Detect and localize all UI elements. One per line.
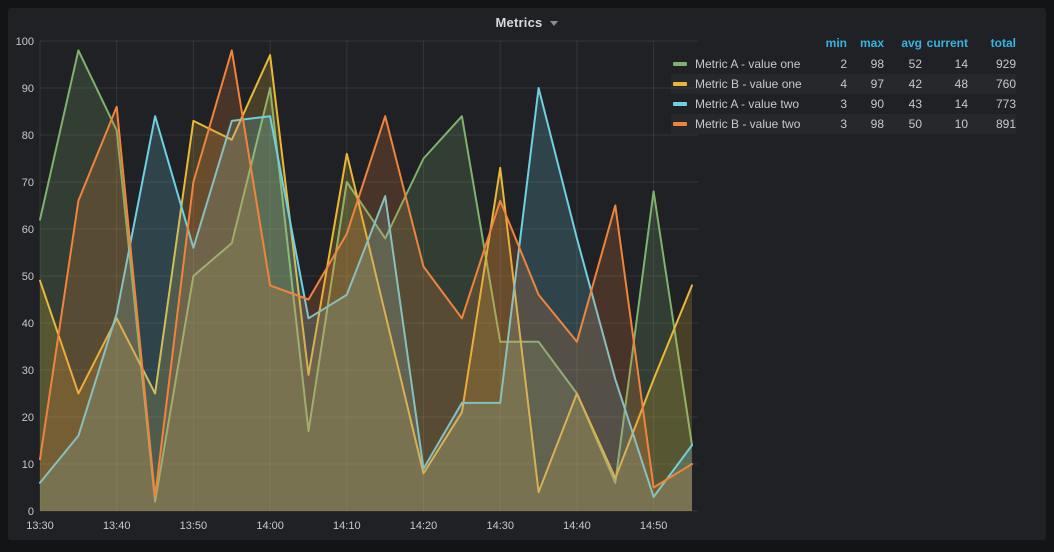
y-axis-tick-label: 50 (22, 271, 34, 283)
chevron-down-icon[interactable] (550, 21, 559, 26)
y-axis-tick-label: 30 (22, 365, 34, 377)
y-axis-tick-label: 10 (22, 459, 34, 471)
legend-table: min max avg current total Metric A - value o… (671, 34, 1016, 134)
legend-value-current: 14 (954, 57, 968, 71)
legend-value-min: 3 (840, 117, 847, 131)
series-line (39, 87, 693, 498)
legend-series-label[interactable]: Metric B - value two (671, 114, 813, 134)
legend-value-current: 48 (954, 77, 968, 91)
panel-header[interactable]: Metrics (8, 8, 1046, 36)
series-fill (40, 55, 692, 511)
legend-value-current: 14 (954, 97, 968, 111)
legend-series-label[interactable]: Metric A - value one (671, 54, 813, 74)
series-color-icon (673, 121, 687, 126)
y-axis-tick-label: 60 (22, 224, 34, 236)
legend-value-max: 98 (870, 117, 884, 131)
legend-row: Metric A - value two 3 90 43 14 773 (671, 94, 1016, 114)
legend-value-avg: 52 (908, 57, 922, 71)
legend-row: Metric B - value two 3 98 50 10 891 (671, 114, 1016, 134)
series-line (39, 49, 693, 498)
legend-row: Metric A - value one 2 98 52 14 929 (671, 54, 1016, 74)
legend-series-label[interactable]: Metric B - value one (671, 74, 813, 94)
legend-series-label[interactable]: Metric A - value two (671, 94, 813, 114)
series-fill (40, 50, 692, 512)
legend-value-max: 97 (870, 77, 884, 91)
y-axis-tick-label: 0 (28, 506, 34, 518)
y-axis-tick-label: 40 (22, 318, 34, 330)
y-axis-tick-label: 20 (22, 412, 34, 424)
x-axis-tick-label: 14:30 (486, 520, 514, 532)
legend-header-spacer (671, 34, 813, 54)
legend-header-row: min max avg current total (671, 34, 1016, 54)
legend-value-total: 760 (995, 77, 1016, 91)
series-fill (40, 88, 692, 511)
legend-value-min: 2 (840, 57, 847, 71)
metrics-panel: Metrics 0 10 20 30 40 50 60 70 80 90 100 13:30 13:40… (8, 8, 1046, 540)
legend-value-avg: 43 (908, 97, 922, 111)
legend-header-max[interactable]: max (859, 36, 884, 50)
x-axis-tick-label: 13:40 (103, 520, 131, 532)
legend-row: Metric B - value one 4 97 42 48 760 (671, 74, 1016, 94)
panel-title[interactable]: Metrics (495, 14, 543, 30)
y-axis-tick-label: 100 (16, 36, 34, 48)
legend-value-total: 929 (995, 57, 1016, 71)
x-axis-tick-label: 14:10 (333, 520, 361, 532)
legend-header-avg[interactable]: avg (901, 36, 922, 50)
series-color-icon (673, 101, 687, 106)
x-axis-tick-label: 13:50 (180, 520, 208, 532)
legend-header-current[interactable]: current (926, 36, 968, 50)
legend-value-total: 891 (995, 117, 1016, 131)
legend-value-min: 3 (840, 97, 847, 111)
series-line (39, 54, 693, 494)
x-axis-tick-label: 13:30 (26, 520, 54, 532)
legend-header-total[interactable]: total (990, 36, 1016, 50)
y-axis-tick-label: 80 (22, 130, 34, 142)
legend-value-min: 4 (840, 77, 847, 91)
x-axis-tick-label: 14:20 (410, 520, 438, 532)
legend-value-avg: 50 (908, 117, 922, 131)
x-axis-tick-label: 14:40 (563, 520, 591, 532)
legend-value-avg: 42 (908, 77, 922, 91)
legend-value-total: 773 (995, 97, 1016, 111)
legend-value-max: 98 (870, 57, 884, 71)
series-color-icon (673, 81, 687, 86)
y-axis-tick-label: 70 (22, 177, 34, 189)
x-axis-tick-label: 14:50 (640, 520, 668, 532)
legend-header-min[interactable]: min (825, 36, 847, 50)
metrics-chart: 0 10 20 30 40 50 60 70 80 90 100 13:30 13:40 13:50 14:… (16, 36, 698, 532)
legend-value-max: 90 (870, 97, 884, 111)
series-color-icon (673, 61, 687, 66)
x-axis-tick-label: 14:00 (256, 520, 284, 532)
series-fill (40, 50, 692, 512)
legend-value-current: 10 (954, 117, 968, 131)
y-axis-tick-label: 90 (22, 83, 34, 95)
